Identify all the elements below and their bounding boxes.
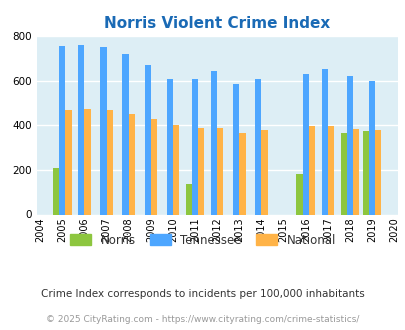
Bar — [166, 79, 173, 214]
Bar — [84, 109, 90, 214]
Bar — [128, 114, 134, 214]
Text: Crime Index corresponds to incidents per 100,000 inhabitants: Crime Index corresponds to incidents per… — [41, 289, 364, 299]
Bar — [362, 131, 368, 214]
Bar — [232, 84, 239, 214]
Bar — [53, 168, 59, 215]
Title: Norris Violent Crime Index: Norris Violent Crime Index — [104, 16, 330, 31]
Text: © 2025 CityRating.com - https://www.cityrating.com/crime-statistics/: © 2025 CityRating.com - https://www.city… — [46, 315, 359, 324]
Bar — [185, 184, 192, 215]
Bar — [340, 133, 346, 214]
Bar — [352, 129, 358, 214]
Bar — [150, 119, 157, 214]
Bar — [173, 125, 179, 214]
Bar — [198, 128, 204, 214]
Bar — [100, 48, 106, 214]
Bar — [144, 65, 150, 214]
Bar — [296, 175, 302, 215]
Legend: Norris, Tennessee, National: Norris, Tennessee, National — [65, 229, 340, 251]
Bar — [122, 54, 128, 214]
Bar — [211, 71, 217, 214]
Bar — [346, 77, 352, 215]
Bar — [368, 81, 374, 214]
Bar — [321, 69, 327, 214]
Bar — [308, 126, 314, 214]
Bar — [59, 46, 65, 214]
Bar — [192, 79, 198, 214]
Bar — [327, 126, 333, 214]
Bar — [255, 79, 261, 214]
Bar — [302, 74, 308, 215]
Bar — [106, 111, 113, 214]
Bar — [261, 130, 267, 214]
Bar — [239, 133, 245, 214]
Bar — [217, 128, 223, 214]
Bar — [78, 45, 84, 214]
Bar — [374, 130, 381, 214]
Bar — [65, 110, 71, 214]
